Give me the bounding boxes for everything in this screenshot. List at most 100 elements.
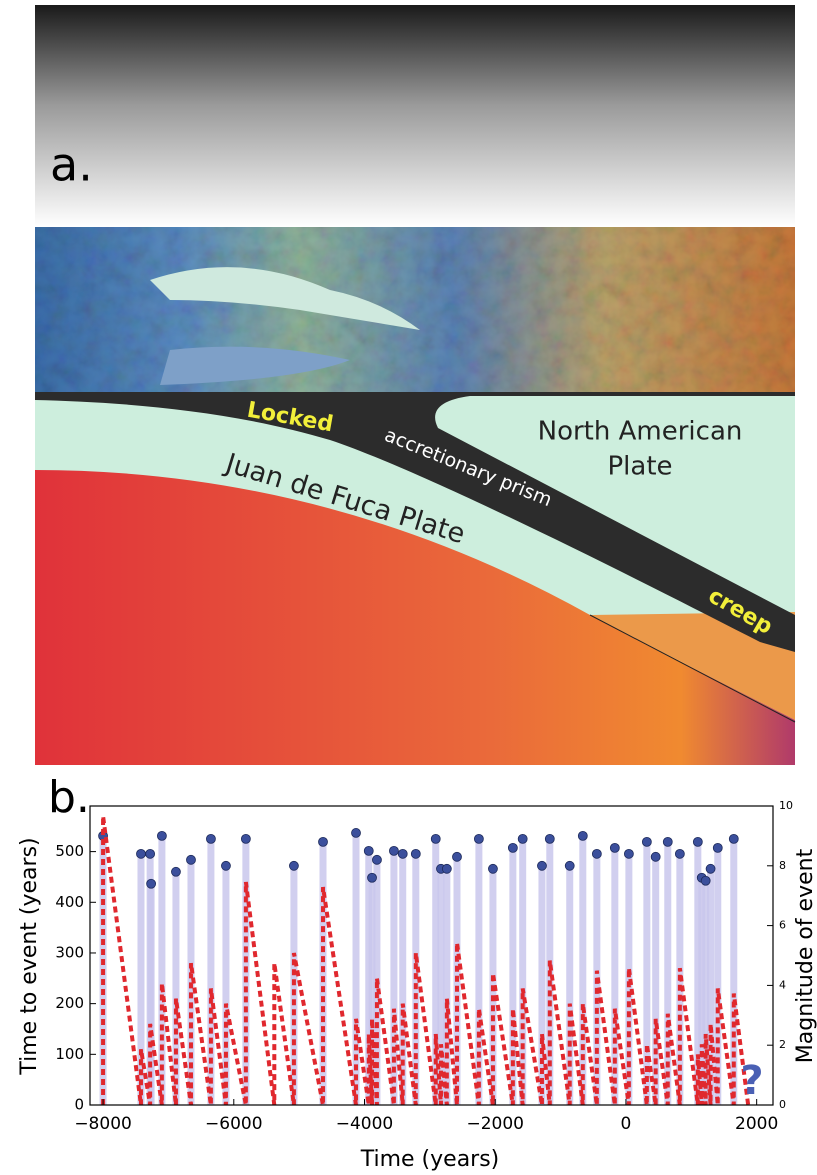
stem: [707, 868, 715, 1105]
magnitude-dot: [473, 833, 484, 844]
panel-label: a.: [50, 138, 93, 192]
stem: [698, 877, 706, 1105]
y2-tick-label: 8: [779, 859, 786, 872]
stem: [475, 838, 483, 1105]
stem: [352, 832, 360, 1105]
magnitude-dot: [577, 831, 588, 841]
y-axis-title: Time to event (years): [17, 837, 42, 1075]
magnitude-dot: [367, 872, 377, 883]
magnitude-dot: [507, 842, 518, 853]
mantle: [35, 470, 795, 765]
x-tick-label: −6000: [205, 1114, 263, 1134]
y-tick-label: 0: [74, 1096, 84, 1114]
magnitude-dot: [430, 833, 441, 844]
magnitude-dot: [289, 860, 299, 871]
y2-tick-label: 4: [779, 978, 786, 991]
stem: [730, 838, 738, 1105]
plate-edge: [589, 614, 796, 723]
annotation: ?: [740, 1058, 763, 1104]
island: [160, 346, 350, 385]
stem: [443, 868, 451, 1105]
stem: [319, 841, 327, 1105]
magnitude-dot: [623, 848, 634, 859]
stem: [368, 877, 376, 1105]
plate-label: Plate: [607, 452, 672, 482]
magnitude-dot: [517, 833, 528, 844]
stem: [399, 853, 407, 1105]
panel-label: b.: [48, 772, 90, 823]
y-tick-label: 100: [55, 1045, 84, 1063]
stem: [222, 865, 230, 1105]
magnitude-dot: [206, 833, 216, 844]
plate-label: North American: [538, 417, 743, 447]
plot-frame: [89, 805, 774, 1106]
magnitude-dot: [692, 836, 703, 847]
panel-b: b. Time to event (years) Magnitude of ev…: [17, 772, 817, 1172]
stem: [172, 871, 180, 1105]
magnitude-dot: [136, 848, 146, 859]
magnitude-dot: [171, 866, 181, 877]
stem: [519, 838, 527, 1105]
magnitude-dot: [372, 854, 382, 865]
panel-a: a. Locked accretionary prism North Ameri…: [35, 5, 796, 765]
magnitude-dot: [700, 875, 711, 886]
magnitude-dot: [221, 860, 231, 871]
x-tick-label: −8000: [74, 1114, 132, 1134]
terrain: [35, 227, 795, 393]
x-axis-title: Time (years): [360, 1147, 500, 1172]
magnitude-dot: [146, 878, 157, 889]
stem: [437, 868, 445, 1105]
magnitude-dot: [363, 845, 374, 856]
magnitude-dot: [662, 836, 673, 847]
magnitude-dot: [410, 848, 421, 859]
magnitude-dot: [728, 833, 739, 844]
magnitude-dot: [240, 833, 251, 844]
stem: [390, 850, 398, 1105]
magnitude-dot: [591, 848, 602, 859]
magnitude-dot: [609, 842, 620, 853]
stem: [664, 841, 672, 1105]
stem: [432, 838, 440, 1105]
magnitude-dot: [145, 848, 156, 859]
magnitude-dot: [389, 845, 399, 856]
magnitude-dot: [318, 836, 328, 847]
x-tick-label: 0: [621, 1114, 632, 1134]
y-tick-label: 200: [55, 994, 84, 1012]
stem: [137, 853, 145, 1105]
magnitude-dot: [452, 851, 462, 862]
stem: [412, 853, 420, 1105]
stem: [147, 883, 155, 1105]
stem: [714, 847, 722, 1105]
magnitude-dot: [712, 842, 723, 853]
stem: [290, 865, 298, 1105]
magnitude-dot: [397, 848, 408, 859]
y2-tick-label: 6: [779, 919, 786, 932]
wedge: [590, 612, 795, 720]
magnitude-dot: [641, 836, 652, 847]
stem: [538, 865, 546, 1105]
water: [150, 267, 420, 330]
x-tick-label: 2000: [735, 1114, 778, 1134]
y-tick-label: 500: [55, 842, 84, 860]
x-tick-label: −4000: [336, 1114, 394, 1134]
magnitude-dot: [705, 863, 716, 874]
stem: [158, 835, 166, 1105]
magnitude-dot: [186, 854, 196, 865]
y2-tick-label: 0: [779, 1098, 786, 1111]
magnitude-dot: [537, 860, 547, 871]
stem: [611, 847, 619, 1105]
stem: [207, 838, 215, 1105]
recurrence-line: [101, 815, 751, 1106]
stem: [652, 856, 660, 1105]
stem: [509, 847, 517, 1105]
stem: [187, 859, 195, 1105]
magnitude-dot: [156, 831, 167, 841]
magnitude-dot: [650, 851, 661, 862]
y-tick-label: 400: [55, 893, 84, 911]
magnitude-dot: [441, 863, 452, 874]
stem: [702, 880, 710, 1105]
magnitude-dot: [351, 828, 361, 838]
magnitude-dot: [544, 833, 555, 844]
x-tick-label: −2000: [466, 1114, 524, 1134]
